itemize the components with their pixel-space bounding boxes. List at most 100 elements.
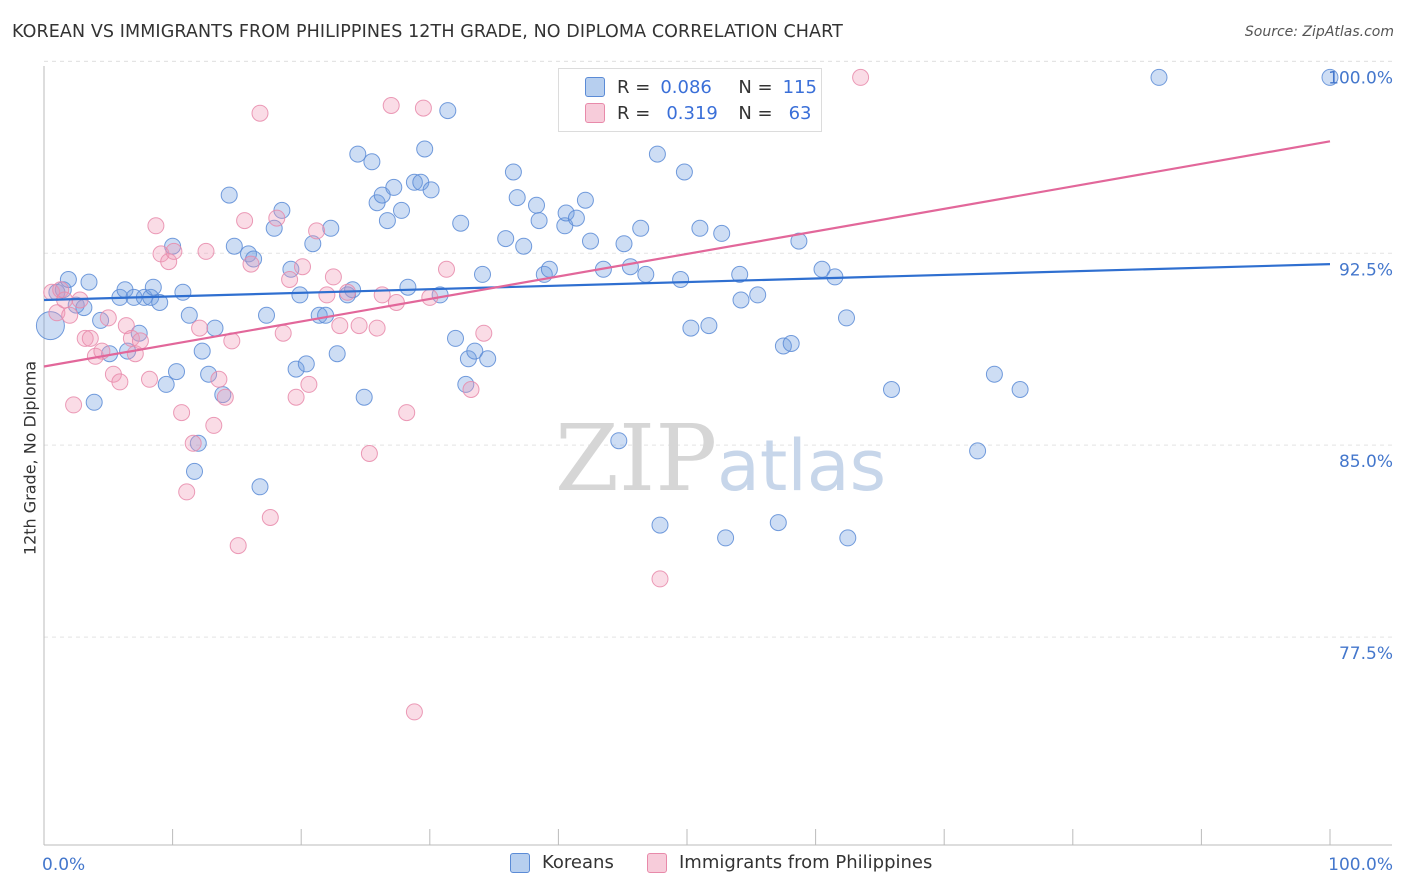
point-koreans	[621, 258, 639, 276]
x-tick-label: 100.0%	[1328, 855, 1393, 875]
point-koreans	[258, 306, 275, 324]
axes	[43, 66, 1392, 846]
watermark-zip: ZIP	[555, 405, 717, 512]
point-koreans	[769, 514, 787, 532]
point-philippines	[184, 434, 202, 452]
point-koreans	[691, 219, 709, 237]
legend-r-value: 0.319	[666, 102, 718, 124]
point-koreans	[732, 291, 750, 309]
point-philippines	[268, 209, 286, 227]
point-koreans	[304, 235, 322, 253]
y-tick-label: 100.0%	[1328, 68, 1393, 88]
point-philippines	[398, 404, 416, 422]
point-koreans	[985, 365, 1003, 383]
point-philippines	[274, 324, 292, 342]
y-tick-label: 85.0%	[1339, 452, 1393, 472]
legend-label-philippines: Immigrants from Philippines	[679, 852, 933, 873]
point-koreans	[610, 432, 628, 450]
point-koreans	[883, 381, 900, 398]
point-philippines	[287, 388, 305, 406]
point-koreans	[393, 201, 410, 219]
legend-n-label: N =	[738, 76, 773, 98]
point-philippines	[294, 258, 311, 276]
point-philippines	[191, 319, 209, 337]
point-koreans	[35, 311, 65, 341]
point-koreans	[528, 196, 545, 214]
trend-lines	[43, 140, 1331, 368]
point-philippines	[111, 373, 129, 391]
point-koreans	[700, 317, 718, 335]
point-philippines	[131, 332, 149, 350]
point-koreans	[144, 278, 162, 296]
point-philippines	[81, 329, 99, 347]
point-koreans	[731, 265, 749, 283]
point-koreans	[479, 350, 497, 368]
point-koreans	[344, 281, 362, 299]
point-philippines	[438, 260, 455, 278]
point-philippines	[173, 404, 191, 422]
point-philippines	[350, 317, 368, 335]
correlation-legend: R = 0.086 N = 115 R = 0.319 N = 63	[558, 68, 822, 132]
data-points	[35, 68, 1339, 721]
point-koreans	[1150, 68, 1168, 86]
point-koreans	[349, 145, 367, 163]
point-philippines	[852, 68, 870, 86]
source-attribution[interactable]: Source: ZipAtlas.com	[1244, 24, 1394, 40]
y-tick-label: 77.5%	[1339, 644, 1393, 664]
point-koreans	[265, 219, 283, 237]
point-koreans	[189, 434, 207, 452]
point-koreans	[682, 319, 700, 337]
point-philippines	[48, 304, 66, 322]
point-koreans	[632, 219, 650, 237]
point-koreans	[220, 186, 238, 204]
point-koreans	[328, 345, 346, 363]
point-koreans	[180, 306, 198, 324]
point-philippines	[387, 294, 405, 311]
watermark: ZIP atlas	[555, 405, 886, 512]
point-philippines	[318, 286, 336, 304]
legend-swatch-philippines	[585, 103, 605, 123]
point-koreans	[1321, 68, 1339, 86]
point-koreans	[515, 237, 533, 255]
point-koreans	[567, 209, 585, 227]
trend-line-koreans	[43, 263, 1331, 302]
point-philippines	[160, 253, 178, 271]
point-philippines	[475, 324, 493, 342]
point-philippines	[165, 242, 183, 260]
point-koreans	[466, 342, 484, 360]
legend-r-value: 0.086	[660, 76, 712, 98]
point-koreans	[157, 375, 175, 393]
point-koreans	[508, 189, 526, 207]
point-philippines	[281, 271, 299, 288]
point-koreans	[422, 181, 440, 199]
point-philippines	[117, 317, 135, 335]
legend-item-koreans[interactable]: Koreans	[510, 852, 614, 873]
legend-label-koreans: Koreans	[542, 852, 614, 873]
point-koreans	[240, 245, 257, 263]
point-koreans	[287, 360, 305, 378]
point-koreans	[206, 319, 224, 337]
point-koreans	[297, 355, 315, 373]
point-philippines	[205, 416, 223, 434]
point-koreans	[749, 286, 767, 304]
point-koreans	[713, 224, 731, 242]
point-philippines	[368, 319, 386, 337]
series-legend: Koreans Immigrants from Philippines	[0, 852, 1406, 878]
point-philippines	[236, 212, 254, 230]
watermark-atlas: atlas	[717, 425, 886, 507]
point-koreans	[291, 286, 309, 304]
legend-item-philippines[interactable]: Immigrants from Philippines	[647, 852, 932, 873]
x-tick-label: 0.0%	[42, 855, 85, 875]
point-koreans	[200, 365, 218, 383]
point-koreans	[251, 478, 269, 496]
point-philippines	[261, 509, 279, 526]
point-philippines	[216, 388, 234, 406]
point-koreans	[225, 237, 243, 255]
point-philippines	[65, 396, 83, 414]
point-philippines	[651, 570, 669, 588]
point-philippines	[178, 483, 196, 501]
legend-row-philippines: R = 0.319 N = 63	[559, 100, 812, 126]
point-koreans	[717, 529, 735, 547]
point-philippines	[382, 97, 400, 114]
point-koreans	[839, 529, 857, 547]
